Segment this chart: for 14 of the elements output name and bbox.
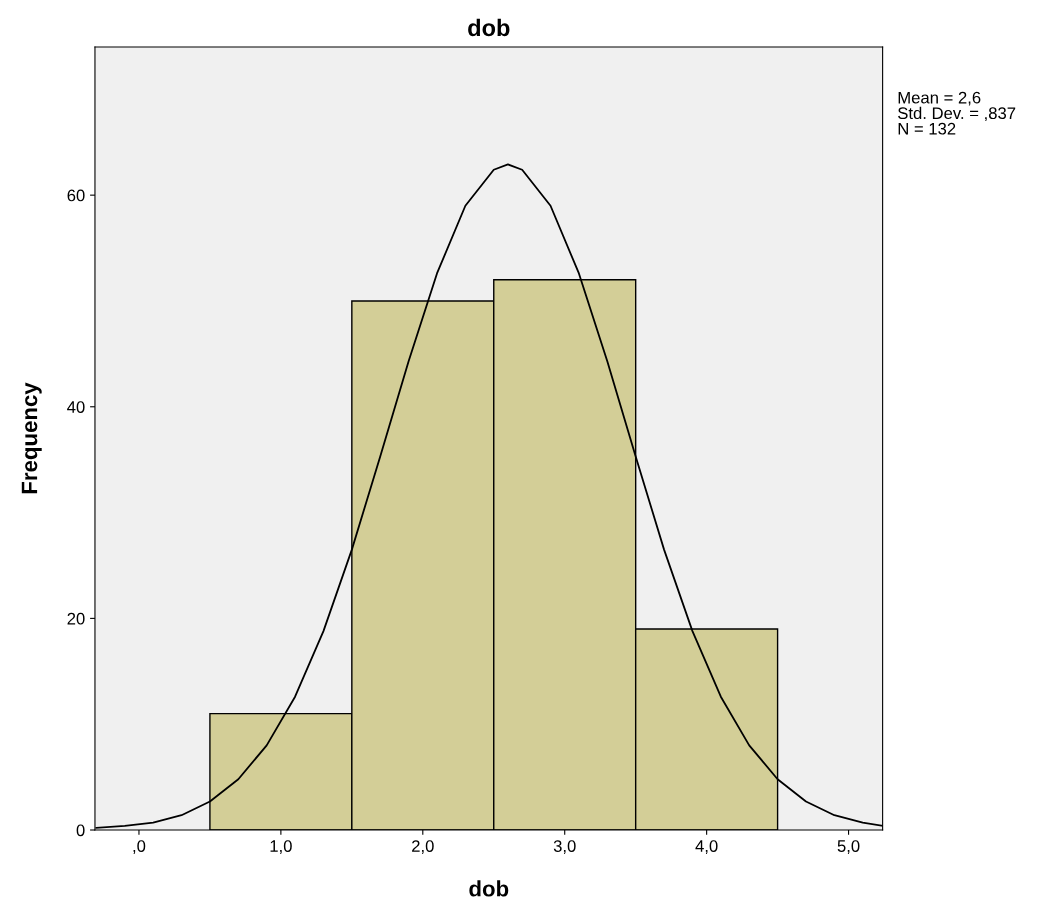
x-tick-label: ,0: [133, 840, 146, 854]
x-tick-label: 2,0: [412, 840, 434, 854]
x-axis-title: dob: [469, 880, 509, 897]
y-tick-label: 40: [67, 401, 85, 413]
x-tick-label: 3,0: [553, 840, 576, 854]
x-tick-label: 5,0: [837, 840, 860, 854]
y-tick-label: 60: [67, 189, 85, 202]
x-tick-label: 1,0: [270, 840, 292, 854]
y-tick-label: 0: [76, 824, 85, 837]
chart-title: dob: [468, 18, 510, 37]
x-tick-label: 4,0: [695, 840, 718, 854]
y-axis-title: Frequency: [21, 382, 42, 494]
y-tick-label: 20: [67, 612, 85, 625]
text: Mean = 2,6 Std. Dev. = ,837 N = 132: [898, 91, 1016, 135]
